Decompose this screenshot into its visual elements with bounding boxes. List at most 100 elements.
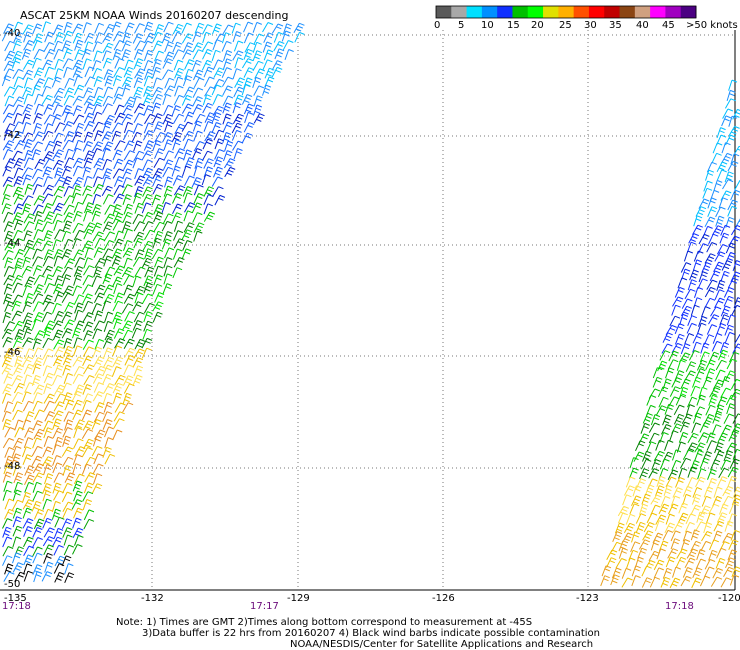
- wind-barb: [123, 338, 135, 349]
- wind-barb: [676, 359, 686, 371]
- wind-barb: [24, 348, 35, 360]
- wind-barb: [63, 319, 75, 330]
- wind-barb: [52, 24, 64, 36]
- wind-barb: [81, 447, 93, 458]
- wind-barb: [123, 203, 134, 215]
- wind-barb: [63, 411, 74, 422]
- wind-barb: [690, 529, 700, 541]
- wind-barb: [2, 249, 14, 261]
- wind-barbs: [1, 21, 740, 589]
- wind-barb: [114, 402, 126, 413]
- wind-barb: [62, 354, 73, 366]
- colorbar-swatch: [481, 6, 498, 18]
- wind-barb: [223, 150, 233, 162]
- wind-barb: [161, 238, 172, 250]
- wind-barb: [725, 242, 736, 254]
- wind-barb: [691, 422, 701, 434]
- wind-barb: [102, 158, 113, 170]
- wind-barb: [714, 297, 725, 309]
- wind-barb: [134, 40, 146, 51]
- colorbar-swatch: [680, 6, 697, 18]
- wind-barb: [2, 104, 14, 115]
- wind-barb: [102, 419, 113, 430]
- pass-time-left: 17:18: [2, 601, 31, 612]
- wind-barb: [4, 123, 16, 134]
- wind-barb: [183, 222, 195, 233]
- wind-barb: [83, 150, 94, 162]
- wind-barb: [62, 30, 73, 42]
- wind-barb: [103, 23, 115, 35]
- wind-barb: [103, 255, 113, 267]
- wind-barb: [112, 311, 123, 323]
- wind-barb: [724, 324, 734, 336]
- wind-barb: [23, 221, 35, 232]
- wind-barb: [12, 85, 24, 96]
- wind-barb: [704, 286, 716, 298]
- wind-barb: [718, 349, 728, 361]
- wind-barb: [625, 513, 636, 525]
- wind-barb: [64, 419, 73, 431]
- wind-barb: [152, 183, 164, 195]
- wind-barb: [141, 202, 152, 214]
- colorbar-label-30: 30: [584, 20, 597, 31]
- lat-label-40: -40: [4, 28, 21, 39]
- wind-barb: [650, 539, 660, 551]
- wind-barb: [52, 113, 62, 125]
- wind-barb: [2, 526, 12, 538]
- wind-barb: [23, 374, 33, 386]
- wind-barb: [52, 195, 63, 206]
- wind-barb: [13, 157, 24, 169]
- wind-barb: [173, 59, 184, 71]
- wind-barb: [243, 77, 253, 89]
- wind-barb: [72, 517, 82, 529]
- wind-barb: [23, 570, 34, 582]
- wind-barb: [132, 123, 143, 134]
- wind-barb: [642, 450, 652, 462]
- wind-barb: [679, 386, 689, 399]
- wind-barb: [162, 166, 174, 178]
- wind-barb: [706, 324, 717, 335]
- wind-barb: [73, 274, 83, 286]
- wind-barb: [244, 42, 256, 53]
- colorbar-label-35: 35: [609, 20, 622, 31]
- wind-barb: [672, 566, 681, 578]
- wind-barb: [93, 356, 105, 367]
- wind-barb: [640, 458, 652, 470]
- wind-barb: [14, 427, 25, 438]
- wind-barb: [53, 490, 65, 501]
- wind-barb: [665, 367, 675, 379]
- wind-barb: [52, 159, 64, 171]
- wind-barb: [4, 508, 15, 520]
- wind-barb: [103, 86, 114, 98]
- wind-barb: [712, 332, 723, 344]
- wind-barb: [233, 86, 244, 98]
- wind-barb: [113, 184, 125, 196]
- wind-barb: [74, 419, 85, 430]
- wind-barb: [12, 121, 24, 132]
- wind-barb: [729, 458, 740, 470]
- wind-barb: [32, 293, 44, 304]
- wind-barb: [52, 482, 62, 494]
- wind-barb: [647, 478, 658, 490]
- wind-barb: [134, 266, 146, 277]
- wind-barb: [732, 260, 740, 272]
- wind-barb: [174, 67, 185, 79]
- wind-barb: [655, 485, 665, 497]
- wind-barb: [73, 490, 83, 502]
- wind-barb: [716, 279, 726, 291]
- wind-barb: [102, 141, 114, 152]
- wind-barb: [123, 59, 134, 71]
- wind-barb: [43, 327, 52, 339]
- wind-barb: [34, 219, 44, 231]
- wind-barb: [732, 448, 740, 460]
- wind-barb: [718, 467, 730, 479]
- wind-barb: [133, 58, 144, 69]
- wind-barb: [134, 23, 145, 34]
- wind-barb: [733, 297, 740, 309]
- wind-barb: [623, 522, 635, 534]
- wind-barb: [43, 464, 53, 476]
- wind-barb: [121, 320, 133, 331]
- wind-barb: [123, 274, 135, 286]
- wind-barb: [2, 536, 13, 548]
- wind-barb: [102, 194, 114, 205]
